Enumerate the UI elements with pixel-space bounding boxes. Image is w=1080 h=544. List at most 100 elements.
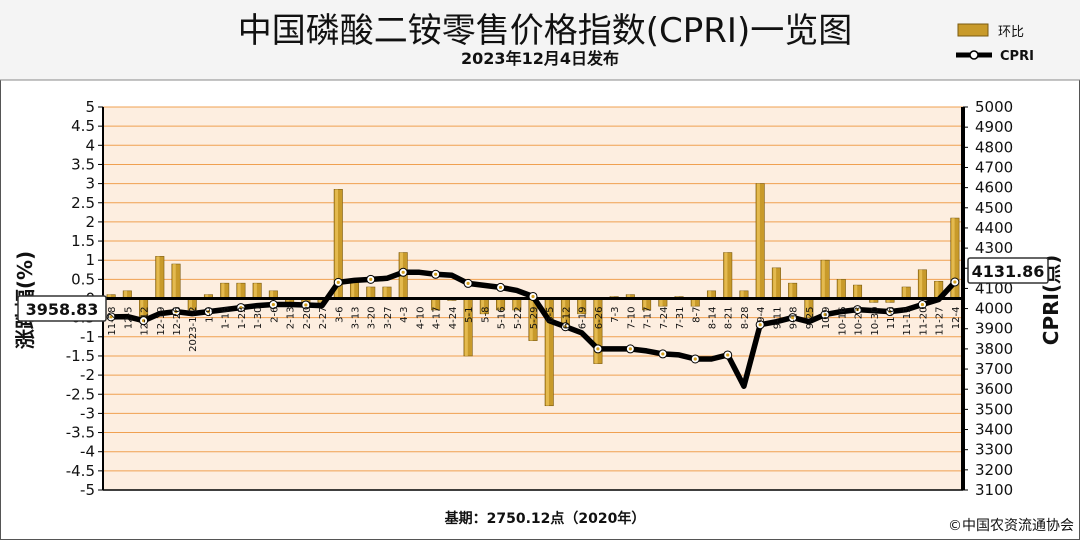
bar-highlight [432, 298, 436, 310]
left-tick-label: 1 [85, 251, 95, 269]
x-tick-label: 2-6 [269, 307, 280, 323]
chart-subtitle: 2023年12月4日发布 [461, 49, 619, 68]
x-tick-label: 8-28 [740, 307, 751, 330]
x-tick-label: 1-9 [205, 307, 216, 323]
cpri-point-center [466, 281, 470, 285]
x-tick-label: 9-11 [772, 307, 783, 330]
bar-highlight [318, 298, 322, 303]
x-tick-label: 3-20 [367, 307, 378, 330]
cpri-point-center [304, 303, 308, 307]
x-tick-label: 12-12 [140, 307, 151, 336]
chart-title: 中国磷酸二铵零售价格指数(CPRI)一览图 [238, 11, 852, 51]
x-tick-label: 5-29 [529, 307, 540, 330]
bar-highlight [205, 294, 209, 299]
bar-highlight [854, 285, 858, 299]
right-tick-labels: 3100 3200 3300 3400 3500 3600 3700 3800 3900 4000… [975, 98, 1013, 499]
bar-highlight [870, 298, 874, 303]
x-tick-label: 7-10 [626, 307, 637, 330]
cpri-point-center [336, 280, 340, 284]
x-tick-label: 1-16 [221, 307, 232, 330]
x-tick-label: 11-28 [107, 307, 118, 336]
x-tick-label: 6-26 [594, 307, 605, 330]
bar-highlight [221, 283, 225, 299]
bar-highlight [789, 283, 793, 299]
bar-highlight [724, 252, 728, 299]
bar-highlight [546, 298, 549, 406]
left-tick-label: -2 [80, 366, 95, 384]
x-tick-label: 12-19 [156, 307, 167, 336]
bar-highlight [383, 287, 387, 299]
end-callout-box [967, 257, 1049, 284]
cpri-point-center [141, 319, 146, 323]
bar-highlight [253, 283, 257, 299]
x-tick-label: 12-4 [951, 307, 962, 330]
legend-line-marker [969, 50, 979, 60]
x-tick-label: 5-22 [513, 307, 524, 330]
cpri-line-series [106, 267, 960, 389]
cpri-point-center [109, 315, 113, 319]
x-tick-label: 4-24 [448, 307, 459, 330]
x-tick-label: 3-27 [383, 307, 394, 330]
right-tick-label: 4000 [975, 300, 1013, 318]
x-tick-label: 8-21 [724, 307, 735, 330]
cpri-point-center [888, 310, 892, 314]
x-tick-label: 8-14 [708, 307, 719, 330]
x-tick-label: 2-27 [318, 307, 329, 330]
cpri-point-center [855, 307, 860, 312]
start-callout-value: 3958.83 [26, 300, 99, 319]
right-tick-label: 3400 [975, 421, 1013, 439]
x-tick-label: 5-1 [464, 307, 475, 323]
cpri-point-center [823, 313, 827, 317]
cpri-point-center [791, 316, 795, 320]
left-tick-label: 2 [85, 213, 95, 231]
bar-highlight [237, 283, 241, 299]
left-tick-labels: -5-4.5-4-3.5-3-2.5-2-1.5-1-0.500.511.522… [66, 98, 95, 499]
x-tick-label: 6-19 [578, 307, 589, 330]
cpri-point-center [531, 294, 535, 299]
x-tick-label: 10-9 [821, 307, 832, 330]
bar-highlight [107, 294, 111, 299]
bar-highlight [302, 298, 306, 303]
bar-highlight [270, 290, 274, 299]
x-tick-label: 9-25 [805, 307, 816, 330]
right-tick-label: 3700 [975, 360, 1013, 378]
cpri-point-center [628, 347, 632, 351]
bar-highlight [740, 290, 744, 299]
left-tick-label: 5 [85, 98, 95, 116]
left-tick-label: -2.5 [66, 385, 95, 403]
x-tick-label: 4-17 [432, 307, 443, 330]
right-tick-label: 4900 [975, 118, 1013, 136]
x-tick-label: 12-5 [123, 307, 134, 330]
x-tick-label: 4-3 [399, 307, 410, 323]
bar-highlight [497, 298, 501, 310]
left-tick-label: 4 [85, 136, 95, 154]
x-tick-label: 10-30 [870, 307, 881, 336]
start-callout-box [17, 295, 107, 322]
x-tick-label: 8-7 [691, 307, 702, 323]
x-tick-label: 6-12 [562, 307, 573, 330]
x-tick-label: 2-13 [286, 307, 297, 330]
cpri-point-center [953, 280, 957, 284]
right-tick-label: 4700 [975, 158, 1013, 176]
cpri-point-center [758, 323, 762, 327]
x-tick-label: 3-6 [334, 307, 345, 323]
cpri-point-center [271, 302, 275, 307]
x-tick-label: 2023-1-2 [188, 307, 199, 352]
end-callout-value: 4131.86 [972, 262, 1045, 281]
x-tick-label: 10-16 [837, 307, 848, 336]
x-tick-label: 11-27 [935, 307, 946, 336]
left-tick-label: 1.5 [71, 232, 95, 250]
bar-highlight [692, 298, 695, 307]
bar-highlight [578, 298, 582, 314]
bar-highlight [643, 298, 647, 310]
end-callout: 4131.86 [967, 257, 1049, 284]
cpri-point-center [206, 310, 211, 314]
cpri-point-center [726, 353, 730, 357]
x-tick-label: 7-24 [659, 307, 670, 330]
cpri-point-center [563, 325, 568, 329]
start-callout: 3958.83 [17, 295, 107, 322]
bar-highlight [124, 290, 128, 299]
header-band [0, 0, 1080, 80]
left-tick-label: 3.5 [71, 155, 95, 173]
cpri-point-center [434, 272, 438, 276]
